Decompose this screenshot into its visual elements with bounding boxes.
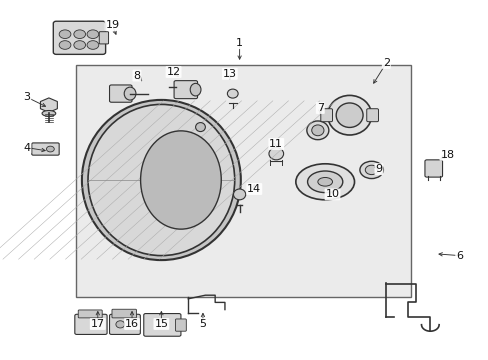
- Text: 14: 14: [247, 184, 261, 194]
- FancyBboxPatch shape: [143, 314, 181, 336]
- Ellipse shape: [268, 148, 283, 160]
- Ellipse shape: [233, 189, 245, 200]
- Text: 18: 18: [440, 150, 453, 160]
- Ellipse shape: [124, 87, 136, 100]
- FancyBboxPatch shape: [32, 143, 59, 155]
- Ellipse shape: [195, 122, 205, 131]
- Ellipse shape: [295, 164, 354, 200]
- Text: 1: 1: [236, 38, 243, 48]
- Circle shape: [59, 30, 71, 39]
- FancyBboxPatch shape: [75, 314, 107, 334]
- Ellipse shape: [190, 83, 201, 96]
- Text: 12: 12: [166, 67, 180, 77]
- Text: 16: 16: [125, 319, 139, 329]
- Ellipse shape: [327, 95, 371, 135]
- Text: 2: 2: [382, 58, 389, 68]
- Circle shape: [74, 41, 85, 49]
- Text: 4: 4: [23, 143, 30, 153]
- Ellipse shape: [307, 171, 342, 193]
- Ellipse shape: [359, 161, 383, 179]
- Text: 10: 10: [325, 189, 339, 199]
- FancyBboxPatch shape: [366, 109, 378, 122]
- Circle shape: [46, 146, 54, 152]
- Text: 6: 6: [455, 251, 462, 261]
- Ellipse shape: [306, 121, 328, 140]
- Ellipse shape: [311, 125, 323, 136]
- Ellipse shape: [317, 177, 332, 186]
- FancyBboxPatch shape: [78, 310, 102, 318]
- Text: 8: 8: [133, 71, 140, 81]
- FancyBboxPatch shape: [175, 319, 186, 331]
- FancyBboxPatch shape: [424, 160, 442, 177]
- Circle shape: [59, 41, 71, 49]
- FancyBboxPatch shape: [109, 85, 132, 102]
- Ellipse shape: [116, 321, 124, 328]
- FancyBboxPatch shape: [112, 309, 136, 318]
- Circle shape: [87, 41, 99, 49]
- Text: 11: 11: [269, 139, 283, 149]
- Text: 7: 7: [316, 103, 323, 113]
- Text: 5: 5: [199, 319, 206, 329]
- Ellipse shape: [141, 131, 221, 229]
- Circle shape: [74, 30, 85, 39]
- Text: 3: 3: [23, 92, 30, 102]
- Text: 15: 15: [154, 319, 168, 329]
- FancyBboxPatch shape: [174, 81, 197, 99]
- Text: 9: 9: [375, 164, 382, 174]
- Ellipse shape: [81, 100, 240, 260]
- Ellipse shape: [42, 111, 56, 116]
- FancyBboxPatch shape: [53, 21, 105, 54]
- Bar: [76, 65, 410, 297]
- Text: 17: 17: [91, 319, 104, 329]
- FancyBboxPatch shape: [320, 109, 332, 122]
- Ellipse shape: [336, 103, 362, 127]
- FancyBboxPatch shape: [99, 32, 108, 44]
- Text: 13: 13: [223, 69, 236, 79]
- Ellipse shape: [227, 89, 238, 98]
- Ellipse shape: [88, 104, 234, 256]
- Ellipse shape: [365, 165, 377, 175]
- Text: 19: 19: [105, 20, 119, 30]
- Circle shape: [87, 30, 99, 39]
- FancyBboxPatch shape: [109, 314, 140, 334]
